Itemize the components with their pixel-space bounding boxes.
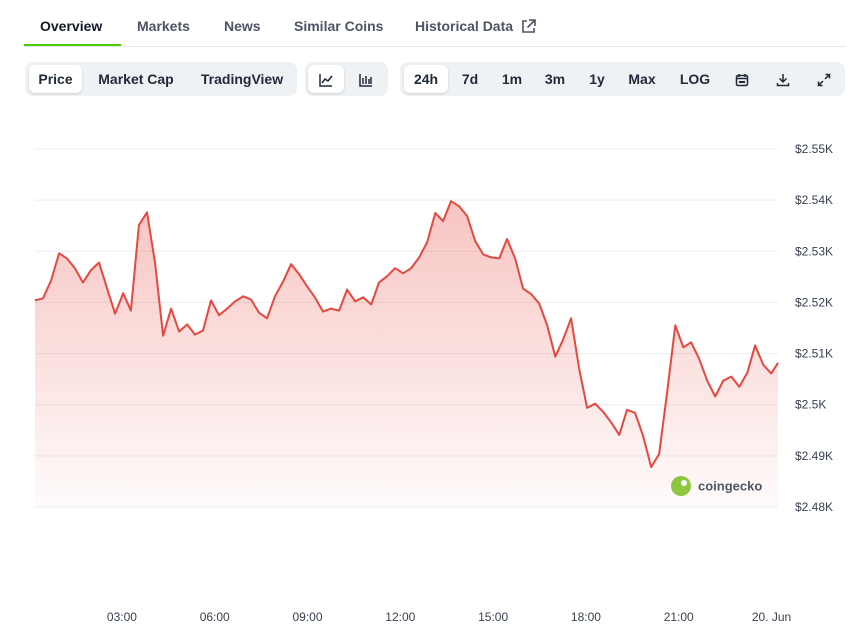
range-button[interactable]: 3m — [544, 71, 566, 87]
y-tick-label: $2.55K — [795, 142, 833, 156]
y-tick-label: $2.52K — [795, 295, 833, 309]
y-tick-label: $2.48K — [795, 500, 833, 514]
tab-divider — [24, 46, 846, 47]
log-button[interactable]: LOG — [679, 71, 711, 87]
mode-button[interactable]: Price — [29, 65, 82, 93]
range-button[interactable]: Max — [628, 71, 656, 87]
x-tick-label: 18:00 — [571, 610, 601, 624]
external-link-icon — [522, 19, 536, 33]
tab[interactable]: Overview — [40, 18, 103, 34]
plot — [34, 200, 779, 507]
x-tick-label: 03:00 — [107, 610, 137, 624]
x-tick-label: 06:00 — [200, 610, 230, 624]
watermark-logo-eye — [681, 480, 687, 486]
range-button[interactable]: 1y — [589, 71, 605, 87]
tab[interactable]: Historical Data — [415, 18, 514, 34]
x-tick-label: 09:00 — [293, 610, 323, 624]
range-button[interactable]: 24h — [404, 65, 448, 93]
candle-chart-button[interactable] — [348, 65, 384, 93]
y-tick-label: $2.54K — [795, 193, 833, 207]
range-button[interactable]: 7d — [461, 71, 479, 87]
x-tick-label: 15:00 — [478, 610, 508, 624]
mode-button[interactable]: TradingView — [200, 71, 284, 87]
y-tick-label: $2.49K — [795, 449, 833, 463]
range-button[interactable]: 1m — [501, 71, 523, 87]
y-tick-label: $2.51K — [795, 347, 833, 361]
price-line — [34, 200, 779, 469]
y-tick-label: $2.53K — [795, 244, 833, 258]
x-tick-label: 12:00 — [385, 610, 415, 624]
axis-labels: $2.48K $2.49K $2.5K $2.51K $2.52K $2.53K $2.54… — [107, 142, 833, 624]
range-group — [400, 62, 845, 96]
tab[interactable]: Similar Coins — [294, 18, 384, 34]
price-area — [35, 201, 778, 507]
tab[interactable]: News — [224, 18, 261, 34]
tab[interactable]: Markets — [137, 18, 190, 34]
watermark: coingecko — [698, 479, 762, 494]
y-tick-label: $2.5K — [795, 398, 826, 412]
active-tab-underline — [24, 44, 121, 46]
fullscreen-button[interactable] — [805, 65, 843, 93]
price-chart: $2.48K $2.49K $2.5K $2.51K $2.52K $2.53K $2.54… — [34, 142, 833, 624]
calendar-button[interactable] — [723, 65, 761, 93]
x-tick-label: 20. Jun — [752, 610, 791, 624]
x-tick-label: 21:00 — [664, 610, 694, 624]
mode-button[interactable]: Market Cap — [98, 71, 174, 87]
watermark-logo — [671, 476, 691, 496]
line-chart-button[interactable] — [308, 65, 344, 93]
download-button[interactable] — [764, 65, 802, 93]
